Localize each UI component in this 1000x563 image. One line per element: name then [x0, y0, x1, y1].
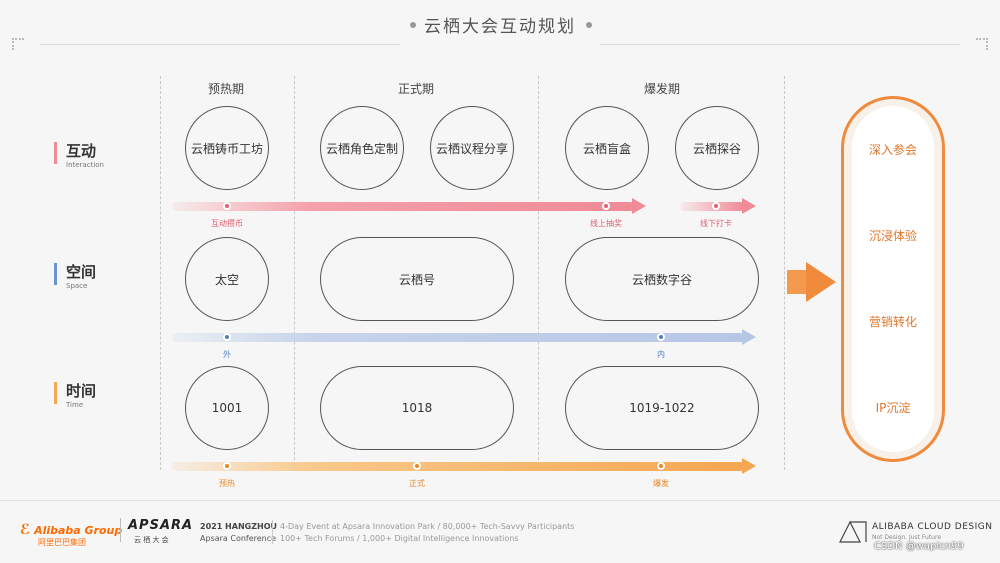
result-ip-accumulation: IP沉淀: [875, 400, 911, 415]
node-agenda-share: 云栖议程分享: [430, 106, 514, 190]
phase-formal: 正式期: [397, 82, 434, 96]
alibaba-logo-cn: 阿里巴巴集团: [38, 538, 86, 547]
marker-dot: [223, 462, 231, 470]
alibaba-logo-mark: ℰ: [20, 522, 31, 538]
row-label-space: 空间: [66, 263, 97, 281]
title-dot-left: [410, 22, 416, 28]
row-sublabel-space: Space: [66, 282, 88, 290]
result-deep-participation: 深入参会: [868, 142, 917, 157]
title-divider-right: [600, 44, 960, 45]
row-sublabel-time: Time: [66, 401, 84, 409]
event-subtitle: Apsara Conference: [200, 534, 277, 543]
marker-label-outer: 外: [223, 350, 231, 359]
acd-title: ALIBABA CLOUD DESIGN: [872, 522, 993, 532]
column-divider: [294, 76, 295, 470]
marker-dot: [413, 462, 421, 470]
row-indicator-interaction: [54, 142, 57, 164]
apsara-logo-cn: 云 栖 大 会: [134, 536, 169, 544]
node-date-1018: 1018: [320, 366, 514, 450]
results-capsule-inner: 深入参会 沉浸体验 营销转化 IP沉淀: [852, 106, 934, 452]
marker-dot: [657, 333, 665, 341]
phase-preheat: 预热期: [207, 82, 244, 96]
row-indicator-space: [54, 263, 57, 285]
interaction-arrow-head-2: [742, 198, 756, 214]
node-digital-valley: 云栖数字谷: [565, 237, 759, 321]
column-divider: [160, 76, 161, 470]
node-blind-box: 云栖盲盒: [565, 106, 649, 190]
page-title: 云栖大会互动规划: [424, 17, 576, 37]
result-marketing-conversion: 营销转化: [868, 314, 917, 329]
marker-dot: [712, 202, 720, 210]
marker-label-checkin: 线下打卡: [700, 219, 732, 228]
apsara-logo: APSARA: [128, 518, 194, 533]
column-divider: [538, 76, 539, 470]
event-title: 2021 HANGZHOU: [200, 522, 277, 531]
node-yunqi-hao: 云栖号: [320, 237, 514, 321]
acd-subtitle: Not Design. Just Future: [872, 534, 942, 541]
row-sublabel-interaction: Interaction: [66, 161, 104, 169]
footer-divider: [0, 500, 1000, 501]
event-info-line2: 100+ Tech Forums / 1,000+ Digital Intell…: [280, 534, 519, 543]
corner-mark-right: [976, 38, 988, 50]
marker-label-lottery: 线上抽奖: [590, 219, 622, 228]
node-mint-workshop: 云栖铸币工坊: [185, 106, 269, 190]
marker-label-preheat: 预热: [219, 479, 235, 488]
node-space: 太空: [185, 237, 269, 321]
result-arrow-head: [806, 262, 836, 302]
space-arrow-head: [742, 329, 756, 345]
phase-burst: 爆发期: [643, 82, 680, 96]
corner-mark-left: [12, 38, 24, 50]
row-indicator-time: [54, 382, 57, 404]
interaction-arrow: [172, 202, 634, 211]
time-arrow: [172, 462, 744, 471]
node-role-custom: 云栖角色定制: [320, 106, 404, 190]
column-divider: [784, 76, 785, 470]
marker-label-formal: 正式: [409, 479, 425, 488]
acd-logo-icon: [839, 520, 867, 543]
alibaba-logo-text: Alibaba Group: [34, 524, 123, 537]
alibaba-logo: ℰ Alibaba Group: [20, 522, 122, 538]
row-label-time: 时间: [66, 382, 97, 400]
time-arrow-head: [742, 458, 756, 474]
node-date-1019-1022: 1019-1022: [565, 366, 759, 450]
marker-dot: [602, 202, 610, 210]
title-bar: 云栖大会互动规划: [0, 0, 1000, 52]
result-arrow-body: [787, 270, 807, 294]
footer-separator: [120, 518, 121, 542]
title-dot-right: [586, 22, 592, 28]
result-immersive-experience: 沉浸体验: [868, 228, 917, 243]
marker-dot: [223, 202, 231, 210]
marker-dot: [223, 333, 231, 341]
marker-label-burst: 爆发: [653, 479, 669, 488]
node-valley-explore: 云栖探谷: [675, 106, 759, 190]
node-date-1001: 1001: [185, 366, 269, 450]
title-divider-left: [40, 44, 400, 45]
space-arrow: [172, 333, 744, 342]
marker-label-coin: 互动攒币: [211, 219, 243, 228]
footer-separator: [272, 520, 273, 544]
event-info-line1: 4-Day Event at Apsara Innovation Park / …: [280, 522, 575, 531]
marker-label-inner: 内: [657, 350, 665, 359]
interaction-arrow-head: [632, 198, 646, 214]
row-label-interaction: 互动: [66, 142, 97, 160]
marker-dot: [657, 462, 665, 470]
watermark: CSDN @wapicn99: [874, 541, 964, 552]
